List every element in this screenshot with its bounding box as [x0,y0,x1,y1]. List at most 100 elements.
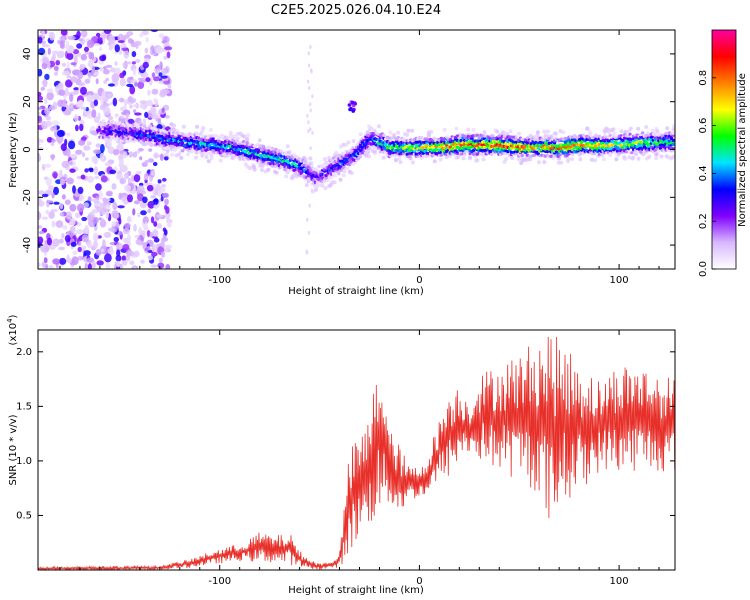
spectrogram-cell [490,152,494,156]
spectrogram-cell [247,166,252,171]
spectrogram-cell [70,241,77,247]
top-x-tick-label: 100 [610,275,629,286]
spectrogram-cell [118,97,125,103]
spectrogram-cell [113,213,119,219]
spectrogram-cell [635,150,639,154]
spectrogram-cell [307,51,310,56]
spectrogram-cell [106,141,112,148]
spectrogram-cell [46,91,54,101]
spectrogram-cell [150,264,158,268]
colorbar-tick-label: 0.4 [698,165,709,181]
top-y-tick-label: -40 [22,237,33,253]
spectrogram-cell [111,73,120,82]
spectrogram-cell [659,154,664,159]
spectrogram-cell [482,130,487,135]
spectrogram-cell [511,135,515,139]
bottom-x-axis-label: Height of straight line (km) [288,585,424,596]
bottom-x-tick-label: 0 [416,576,422,587]
spectrogram-cell [144,47,149,54]
spectrogram-cell [38,230,45,235]
spectrogram-cell [102,239,106,249]
spectrogram-cell [147,255,153,261]
spectrogram-cell [639,150,643,154]
snr-series-line [38,336,675,570]
spectrogram-cell [79,123,84,132]
spectrogram-cell [124,184,131,192]
spectrogram-cell [147,200,155,209]
spectrogram-cell [142,118,147,127]
spectrogram-cell [142,196,148,204]
spectrogram-cell [650,129,655,133]
spectrogram-cell [503,131,508,136]
spectrogram-cell [129,104,133,109]
spectrogram-cell [93,149,101,155]
spectrogram-cell [151,252,158,257]
spectrogram-cell [181,124,186,129]
spectrogram-cell [84,262,88,269]
snr-plot: -100 0 100 0.5 1.0 1.5 2.0 [16,329,676,587]
spectrogram-cell [69,93,74,102]
spectrogram-cell [99,104,106,111]
spectrogram-cell [238,157,242,161]
spectrogram-cell [66,132,70,137]
spectrogram-cell [77,203,85,212]
spectrogram-cell [64,87,69,97]
spectrogram-cell [247,151,251,156]
spectrogram-cell [70,76,78,83]
spectrogram-cell [77,255,84,261]
spectrogram-cell [87,263,92,269]
spectrogram-cell [536,146,541,150]
spectrogram-cell [394,158,398,163]
spectrogram-cell [43,257,48,264]
spectrogram-cell [112,201,118,211]
spectrogram-cell [62,224,68,230]
spectrogram-cell [654,152,659,157]
spectrogram-cell [84,168,89,173]
spectrogram-cell [543,133,548,138]
spectrogram-cell [619,129,624,134]
spectrogram-cell [308,156,313,161]
spectrogram-cell [665,126,670,131]
spectrogram-cell [384,143,388,147]
spectrogram-cell [156,223,162,229]
spectrogram-cell [153,198,159,205]
spectrogram-cell [150,195,157,199]
spectrogram-cell [366,130,370,134]
spectrogram-cell [179,155,184,160]
spectrogram-cell [163,55,168,60]
spectrogram-cell [344,142,348,147]
spectrogram-cell [144,159,149,165]
spectrogram-cell [592,152,596,156]
spectrogram-cell [164,244,170,253]
spectrogram-cell [58,246,65,251]
spectrogram-cell [139,100,147,104]
spectrogram-cell [132,208,136,216]
spectrogram-cell [78,241,82,247]
spectrogram-cell [70,225,76,234]
bottom-y-multiplier: (x104) [6,314,19,345]
spectrogram-cell [135,239,142,245]
spectrogram-cell [644,125,649,129]
spectrogram-cell [155,65,160,69]
spectrogram-cell [321,164,325,168]
spectrogram-cell [93,166,98,175]
spectrogram-cell [38,262,41,268]
spectrogram-cell [338,177,343,182]
spectrogram-cell [91,109,97,118]
spectrogram-cell [162,192,170,199]
spectrogram-cell [137,81,145,89]
spectrogram-cell [69,168,76,173]
spectrogram-cell [62,70,70,76]
spectrogram-cell [644,133,648,138]
spectrogram-cell [141,230,146,237]
spectrogram-cell [346,166,350,170]
spectrogram-cell [116,260,120,268]
spectrogram-cell [147,158,155,163]
spectrogram-cell [148,148,153,152]
spectrogram-cell [410,128,415,133]
spectrogram-cell [305,250,309,255]
spectrogram-cell [162,177,167,182]
spectrogram-cell [111,221,117,227]
spectrogram-cell [148,124,152,128]
spectrogram-cell [388,130,393,135]
